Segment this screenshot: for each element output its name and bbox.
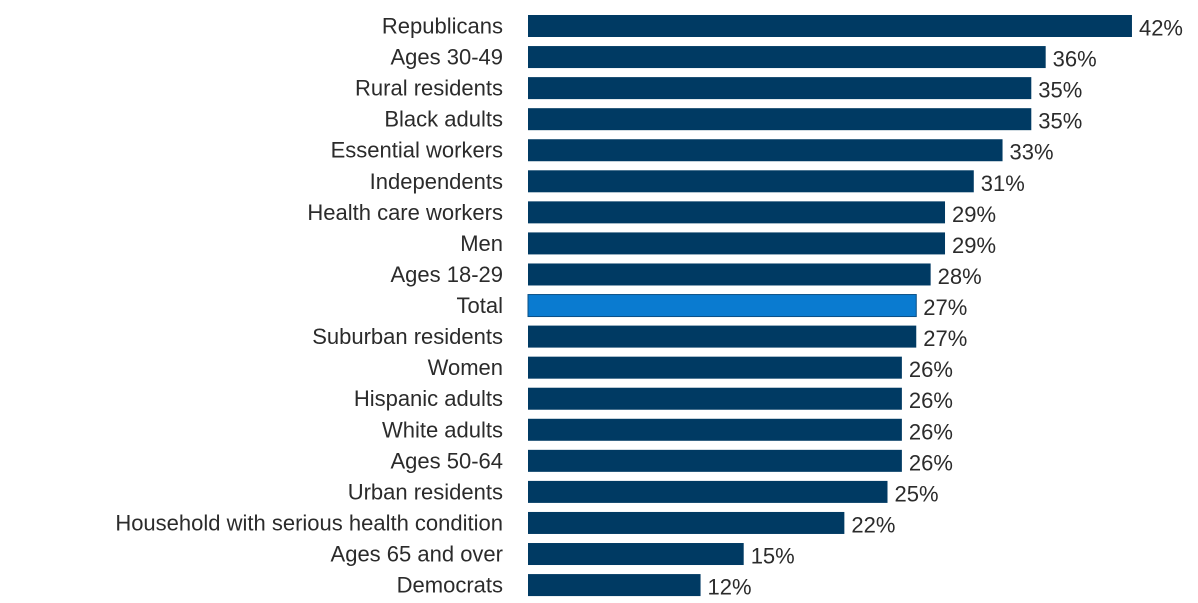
- bar-total: [527, 294, 917, 318]
- bar-women: [528, 356, 902, 379]
- category-label-men: Men: [460, 231, 503, 256]
- category-label-rural-residents: Rural residents: [355, 76, 503, 101]
- category-label-independents: Independents: [370, 169, 503, 194]
- value-label-ages-50-64: 26%: [909, 450, 953, 475]
- category-label-ages-30-49: Ages 30-49: [390, 45, 503, 70]
- value-label-household-with-serious-health-condition: 22%: [851, 512, 895, 537]
- category-label-urban-residents: Urban residents: [348, 479, 503, 504]
- value-label-ages-65-and-over: 15%: [751, 544, 795, 569]
- category-label-essential-workers: Essential workers: [331, 138, 503, 163]
- category-label-health-care-workers: Health care workers: [307, 200, 503, 225]
- category-label-white-adults: White adults: [382, 417, 503, 442]
- bar-ages-50-64: [528, 449, 902, 472]
- category-label-household-with-serious-health-condition: Household with serious health condition: [115, 510, 503, 535]
- value-label-men: 29%: [952, 233, 996, 258]
- bar-suburban-residents: [528, 325, 917, 348]
- category-label-black-adults: Black adults: [384, 107, 503, 132]
- bar-ages-18-29: [528, 263, 931, 286]
- bar-ages-65-and-over: [528, 543, 744, 566]
- bar-household-with-serious-health-condition: [528, 511, 845, 534]
- value-label-suburban-residents: 27%: [923, 326, 967, 351]
- value-label-ages-18-29: 28%: [938, 264, 982, 289]
- value-label-ages-30-49: 36%: [1053, 47, 1097, 72]
- value-label-independents: 31%: [981, 171, 1025, 196]
- category-label-hispanic-adults: Hispanic adults: [354, 386, 503, 411]
- bar-health-care-workers: [528, 201, 946, 224]
- bar-men: [528, 232, 946, 255]
- bar-black-adults: [528, 108, 1032, 131]
- category-label-total: Total: [457, 293, 503, 318]
- value-label-white-adults: 26%: [909, 419, 953, 444]
- category-label-women: Women: [428, 355, 503, 380]
- bar-essential-workers: [528, 139, 1003, 162]
- category-label-republicans: Republicans: [382, 14, 503, 39]
- value-label-health-care-workers: 29%: [952, 202, 996, 227]
- category-label-democrats: Democrats: [397, 573, 503, 598]
- bar-white-adults: [528, 418, 902, 441]
- category-label-ages-50-64: Ages 50-64: [390, 448, 503, 473]
- category-label-ages-18-29: Ages 18-29: [390, 262, 503, 287]
- value-label-essential-workers: 33%: [1010, 140, 1054, 165]
- value-label-urban-residents: 25%: [895, 481, 939, 506]
- bar-urban-residents: [528, 480, 888, 503]
- value-label-black-adults: 35%: [1038, 109, 1082, 134]
- value-label-total: 27%: [923, 295, 967, 320]
- category-label-ages-65-and-over: Ages 65 and over: [331, 542, 503, 567]
- value-label-hispanic-adults: 26%: [909, 388, 953, 413]
- bar-ages-30-49: [528, 46, 1046, 69]
- value-label-rural-residents: 35%: [1038, 78, 1082, 103]
- bar-rural-residents: [528, 77, 1032, 100]
- value-label-democrats: 12%: [708, 575, 752, 600]
- bar-independents: [528, 170, 974, 193]
- value-label-republicans: 42%: [1139, 16, 1183, 41]
- value-label-women: 26%: [909, 357, 953, 382]
- bar-republicans: [528, 15, 1132, 37]
- category-label-suburban-residents: Suburban residents: [312, 324, 503, 349]
- bar-democrats: [528, 574, 701, 597]
- bar-hispanic-adults: [528, 387, 902, 410]
